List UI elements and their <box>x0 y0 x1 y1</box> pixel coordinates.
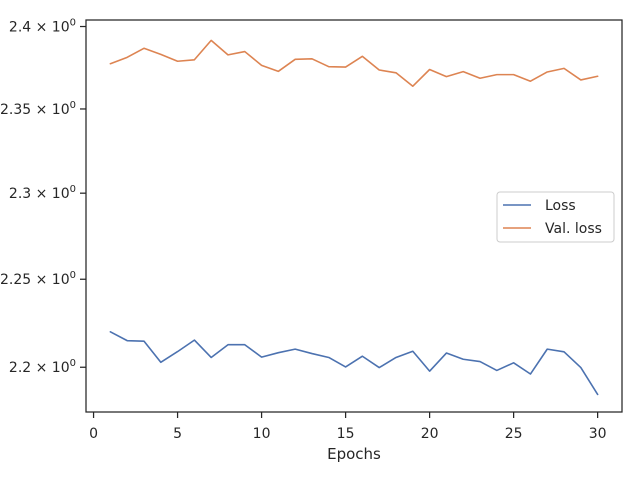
x-tick-label: 30 <box>589 426 607 442</box>
y-tick-label: 2.2 × 100 <box>9 358 76 376</box>
x-tick-label: 5 <box>173 426 182 442</box>
x-tick-label: 15 <box>337 426 355 442</box>
x-tick-label: 0 <box>89 426 98 442</box>
y-tick-label: 2.35 × 100 <box>0 100 76 118</box>
y-tick-label: 2.25 × 100 <box>0 270 76 288</box>
series-line-loss <box>109 331 599 396</box>
series-lines <box>109 39 599 396</box>
x-axis: 0 5 10 15 20 25 30 <box>89 412 607 442</box>
x-tick-label: 25 <box>505 426 523 442</box>
y-axis: 2.2 × 100 2.25 × 100 2.3 × 100 2.35 × 100 2.… <box>0 18 86 376</box>
legend-label: Loss <box>545 198 576 214</box>
legend: Loss Val. loss <box>496 191 615 243</box>
series-line-val-loss <box>109 39 599 87</box>
x-axis-label: Epochs <box>327 445 381 463</box>
y-tick-label: 2.4 × 100 <box>9 18 76 36</box>
y-tick-label: 2.3 × 100 <box>9 184 76 202</box>
x-tick-label: 10 <box>253 426 271 442</box>
legend-label: Val. loss <box>545 221 602 237</box>
x-tick-label: 20 <box>421 426 439 442</box>
